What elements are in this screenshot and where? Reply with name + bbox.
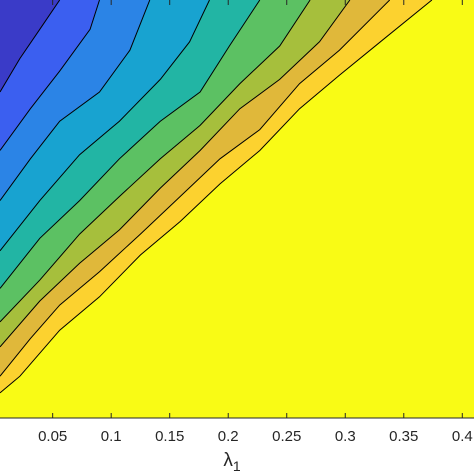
x-tick-label: 0.1 bbox=[101, 428, 122, 445]
contour-fill bbox=[0, 0, 60, 92]
contour-line bbox=[0, 0, 151, 201]
x-tick-label: 0.05 bbox=[38, 428, 67, 445]
x-label-symbol: λ bbox=[223, 450, 233, 471]
x-tick-label: 0.4 bbox=[452, 428, 473, 445]
contour-line bbox=[0, 0, 210, 252]
x-axis-label: λ1 bbox=[223, 450, 241, 474]
x-tick-label: 0.3 bbox=[335, 428, 356, 445]
contour-line bbox=[0, 0, 311, 323]
contour-line bbox=[0, 0, 100, 151]
contour-line bbox=[0, 0, 433, 394]
x-tick-label: 0.15 bbox=[155, 428, 184, 445]
x-tick-label: 0.2 bbox=[218, 428, 239, 445]
contour-line bbox=[0, 0, 391, 377]
x-label-subscript: 1 bbox=[233, 458, 241, 474]
x-tick-label: 0.25 bbox=[272, 428, 301, 445]
x-tick-label: 0.35 bbox=[389, 428, 418, 445]
contour-line bbox=[0, 0, 351, 348]
contour-line bbox=[0, 0, 261, 289]
contour-line bbox=[0, 0, 61, 93]
